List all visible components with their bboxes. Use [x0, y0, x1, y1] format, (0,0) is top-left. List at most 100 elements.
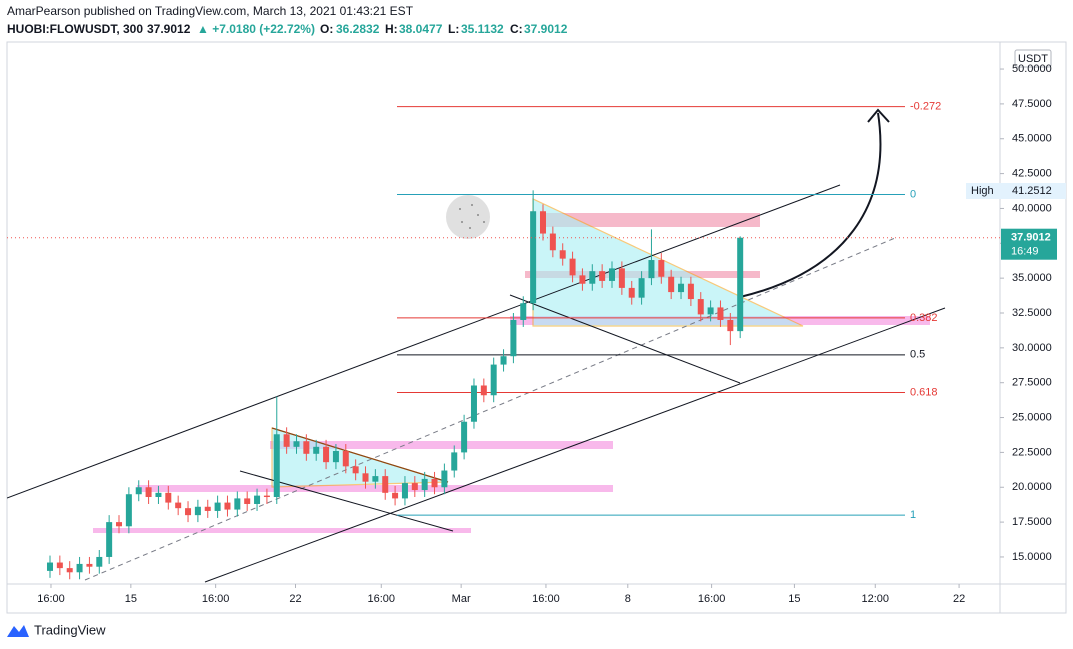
- candle-body: [145, 487, 152, 498]
- candle-body: [86, 563, 93, 567]
- candle-body: [500, 356, 507, 365]
- low-label: L:: [448, 22, 459, 36]
- candle-body: [737, 237, 744, 332]
- candle-body: [244, 498, 251, 504]
- y-tick-label: 25.0000: [1012, 411, 1052, 423]
- candle-body: [66, 568, 73, 573]
- y-tick-label: 22.5000: [1012, 446, 1052, 458]
- open-value: 36.2832: [336, 22, 380, 36]
- y-tick-label: 45.0000: [1012, 133, 1052, 145]
- x-tick-label: 8: [625, 593, 631, 605]
- x-tick-label: 15: [125, 593, 137, 605]
- candle-body: [668, 276, 675, 293]
- candle-body: [96, 556, 103, 567]
- fib-label: 0: [910, 188, 916, 200]
- candle-body: [727, 319, 734, 332]
- candle-body: [155, 492, 162, 498]
- candle-body: [609, 268, 616, 281]
- candle-body: [332, 451, 339, 463]
- candle-body: [539, 211, 546, 234]
- candle-body: [490, 364, 497, 396]
- candle-body: [707, 307, 714, 315]
- currency-badge: [1014, 49, 1052, 68]
- footer: TradingView: [7, 622, 106, 637]
- candle-body: [510, 319, 517, 357]
- x-tick-label: 16:00: [368, 593, 396, 605]
- cursor-marker: [446, 195, 490, 239]
- candle-body: [569, 258, 576, 276]
- candle-body: [480, 385, 487, 396]
- x-tick-label: 16:00: [698, 593, 726, 605]
- y-tick-label: 15.0000: [1012, 551, 1052, 563]
- candles: [46, 190, 744, 580]
- channel-upper: [7, 184, 841, 499]
- y-tick-label: 27.5000: [1012, 377, 1052, 389]
- y-tick-label: 32.5000: [1012, 307, 1052, 319]
- x-tick-label: 22: [289, 593, 301, 605]
- candle-body: [717, 307, 724, 320]
- frame: [6, 41, 1067, 614]
- brand: TradingView: [34, 622, 106, 637]
- candle-body: [165, 492, 172, 503]
- candle-body: [599, 271, 606, 281]
- projection-arrow: [739, 112, 882, 298]
- x-tick-label: Mar: [452, 593, 471, 605]
- candle-body: [214, 502, 221, 511]
- candle-body: [352, 466, 359, 474]
- y-tick-label: 17.5000: [1012, 516, 1052, 528]
- y-tick-label: 47.5000: [1012, 98, 1052, 110]
- candle-body: [520, 303, 527, 320]
- y-tick-label: 50.0000: [1012, 63, 1052, 75]
- candle-body: [579, 275, 586, 284]
- candle-body: [382, 476, 389, 493]
- high-label: H:: [385, 22, 398, 36]
- x-tick-label: 16:00: [532, 593, 560, 605]
- y-tick-label: 42.5000: [1012, 168, 1052, 180]
- fib-label: 0.5: [910, 349, 925, 361]
- candle-body: [589, 271, 596, 284]
- candle-body: [530, 211, 537, 304]
- high-name: High: [971, 185, 994, 197]
- x-tick-label: 12:00: [862, 593, 890, 605]
- high-value: 38.0477: [399, 22, 443, 36]
- candle-body: [234, 498, 241, 510]
- currency: USDT: [1018, 53, 1048, 65]
- candle-body: [618, 268, 625, 288]
- low-value: 35.1132: [461, 22, 504, 36]
- channel-lower: [204, 307, 946, 583]
- y-tick-label: 20.0000: [1012, 481, 1052, 493]
- last-price-badge: [1001, 228, 1057, 260]
- drawings: [7, 106, 946, 583]
- trend-line: [509, 294, 741, 384]
- candle-body: [451, 452, 458, 471]
- channel-middle: [84, 237, 896, 581]
- triangle-pattern: [271, 427, 449, 488]
- candle-body: [392, 492, 399, 499]
- zone: [93, 528, 471, 533]
- candle-body: [224, 502, 231, 510]
- candle-body: [411, 483, 418, 491]
- fib-label: 1: [910, 509, 916, 521]
- fib-label: 0.618: [910, 386, 938, 398]
- candle-body: [470, 385, 477, 422]
- last-price: 37.9012: [147, 22, 191, 36]
- x-tick-label: 16:00: [202, 593, 230, 605]
- y-tick-label: 30.0000: [1012, 342, 1052, 354]
- candle-body: [658, 260, 665, 277]
- arrow-head: [867, 108, 890, 123]
- candle-body: [323, 446, 330, 463]
- candle-body: [125, 494, 132, 527]
- candle-body: [421, 478, 428, 491]
- candle-body: [678, 283, 685, 293]
- candle-body: [431, 478, 438, 488]
- x-tick-label: 15: [788, 593, 800, 605]
- candle-body: [263, 495, 270, 498]
- candle-body: [342, 451, 349, 467]
- countdown: 16:49: [1011, 246, 1039, 258]
- candle-body: [76, 563, 83, 573]
- candle-body: [273, 434, 280, 498]
- high-value: 41.2512: [1012, 185, 1052, 197]
- candle-body: [401, 483, 408, 499]
- candle-body: [303, 441, 310, 454]
